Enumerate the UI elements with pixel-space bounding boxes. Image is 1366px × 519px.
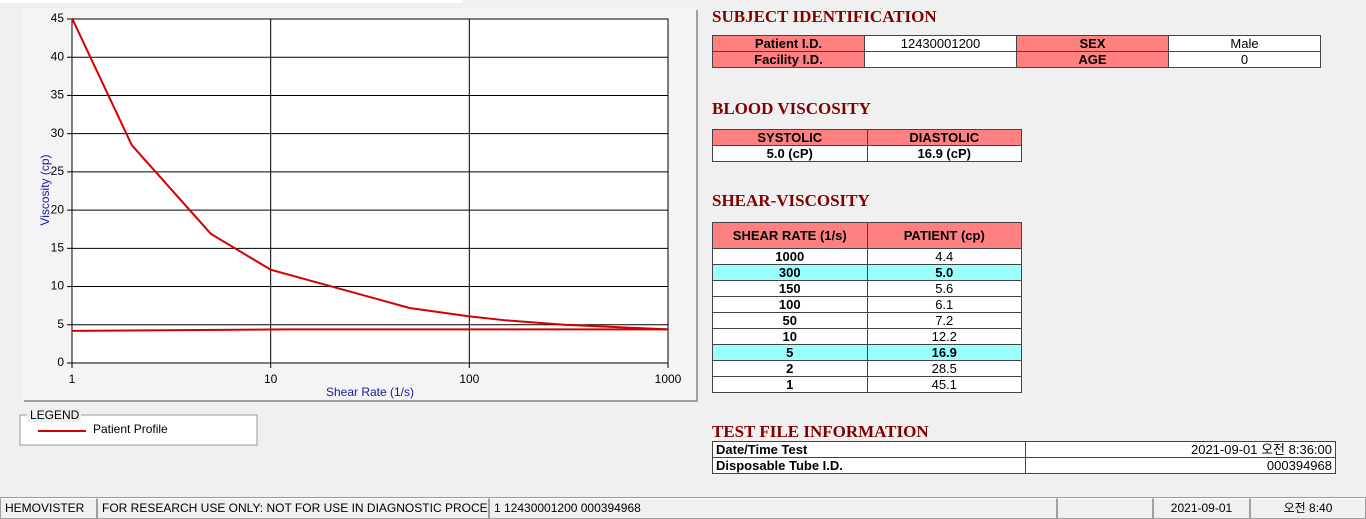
cell-value: 7.2: [866, 312, 1022, 329]
cell-value: 5: [712, 344, 868, 361]
table-row: Facility I.D. AGE 0: [712, 51, 1321, 68]
cell-value: 6.1: [866, 296, 1022, 313]
table-row: Date/Time Test 2021-09-01 오전 8:36:00: [712, 441, 1336, 458]
cell-label: AGE: [1016, 51, 1169, 68]
section-title: SHEAR-VISCOSITY: [712, 191, 870, 210]
table-row: 2 28.5: [712, 360, 1022, 377]
table-row: Disposable Tube I.D. 000394968: [712, 457, 1336, 474]
status-cell: 1 12430001200 000394968: [489, 498, 1057, 519]
cell-value: 50: [712, 312, 868, 329]
status-cell-empty: [1057, 498, 1153, 519]
table-row: SYSTOLIC DIASTOLIC: [712, 129, 1022, 146]
header-cell: DIASTOLIC: [866, 129, 1022, 146]
cell-value: 2021-09-01 오전 8:36:00: [1024, 441, 1336, 458]
top-strip: [0, 0, 462, 3]
cell-value: 000394968: [1024, 457, 1336, 474]
table-row: SHEAR RATE (1/s) PATIENT (cp): [712, 222, 1022, 249]
cell-value: 1: [712, 376, 868, 393]
table-row: 5 16.9: [712, 344, 1022, 361]
status-cell: 2021-09-01: [1153, 498, 1250, 519]
x-tick-label: 10: [264, 372, 278, 386]
cell-value: 5.0: [866, 264, 1022, 281]
cell-value: 1000: [712, 248, 868, 265]
section-title: BLOOD VISCOSITY: [712, 99, 871, 118]
y-tick-label: 10: [51, 279, 65, 293]
shear-viscosity-table: SHEAR RATE (1/s) PATIENT (cp) 1000 4.4 300 5.…: [712, 222, 1022, 393]
cell-value: 100: [712, 296, 868, 313]
y-tick-label: 20: [51, 202, 65, 216]
y-axis-label: Viscosity (cp): [38, 154, 52, 225]
x-tick-label: 100: [459, 372, 479, 386]
y-tick-label: 15: [51, 241, 65, 255]
cell-value: 12430001200: [864, 35, 1017, 52]
cell-value: 2: [712, 360, 868, 377]
cell-value: 28.5: [866, 360, 1022, 377]
y-tick-label: 5: [57, 317, 64, 331]
cell-value: 150: [712, 280, 868, 297]
cell-label: Patient I.D.: [712, 35, 865, 52]
cell-value: 5.0 (cP): [712, 145, 868, 162]
header-cell: SHEAR RATE (1/s): [712, 222, 868, 249]
table-row: Patient I.D. 12430001200 SEX Male: [712, 35, 1321, 52]
section-title: SUBJECT IDENTIFICATION: [712, 7, 937, 26]
cell-label: SEX: [1016, 35, 1169, 52]
cell-label: Date/Time Test: [712, 441, 1026, 458]
cell-label: Disposable Tube I.D.: [712, 457, 1026, 474]
cell-value: [864, 51, 1017, 68]
header-cell: PATIENT (cp): [866, 222, 1022, 249]
x-tick-label: 1: [69, 372, 76, 386]
table-row: 300 5.0: [712, 264, 1022, 281]
table-row: 1 45.1: [712, 376, 1022, 393]
blood-viscosity-table: SYSTOLIC DIASTOLIC 5.0 (cP) 16.9 (cP): [712, 129, 1022, 162]
table-row: 100 6.1: [712, 296, 1022, 313]
cell-value: 5.6: [866, 280, 1022, 297]
y-tick-label: 25: [51, 164, 65, 178]
header-cell: SYSTOLIC: [712, 129, 868, 146]
x-tick-label: 1000: [655, 372, 682, 386]
table-row: 1000 4.4: [712, 248, 1022, 265]
y-tick-label: 45: [51, 11, 65, 25]
legend-title-bg: [27, 408, 81, 422]
cell-value: 12.2: [866, 328, 1022, 345]
cell-value: 10: [712, 328, 868, 345]
y-tick-label: 35: [51, 88, 65, 102]
test-file-table: Date/Time Test 2021-09-01 오전 8:36:00 Dispo…: [712, 441, 1336, 474]
table-row: 5.0 (cP) 16.9 (cP): [712, 145, 1022, 162]
status-cell: FOR RESEARCH USE ONLY: NOT FOR USE IN DI…: [97, 498, 489, 519]
section-title: TEST FILE INFORMATION: [712, 422, 929, 441]
plot-area: [71, 18, 669, 364]
status-cell: 오전 8:40: [1250, 498, 1366, 519]
cell-value: 0: [1168, 51, 1321, 68]
data-line: [71, 17, 669, 331]
cell-value: Male: [1168, 35, 1321, 52]
cell-value: 4.4: [866, 248, 1022, 265]
chart: Shear Rate (1/s) Viscosity (cp) LEGEND 0…: [0, 0, 698, 446]
table-row: 10 12.2: [712, 328, 1022, 345]
table-row: 50 7.2: [712, 312, 1022, 329]
cell-value: 16.9: [866, 344, 1022, 361]
x-axis-label: Shear Rate (1/s): [326, 385, 414, 399]
cell-value: 16.9 (cP): [866, 145, 1022, 162]
cell-value: 300: [712, 264, 868, 281]
subject-table: Patient I.D. 12430001200 SEX Male Facility I…: [712, 35, 1321, 68]
data-line: [71, 328, 668, 332]
legend-title: LEGEND: [30, 408, 80, 422]
table-row: 150 5.6: [712, 280, 1022, 297]
y-tick-label: 40: [51, 49, 65, 63]
y-tick-label: 30: [51, 126, 65, 140]
cell-value: 45.1: [866, 376, 1022, 393]
status-cell: HEMOVISTER: [0, 498, 97, 519]
y-tick-label: 0: [57, 355, 64, 369]
legend-label: Patient Profile: [93, 422, 168, 436]
status-bar: HEMOVISTER FOR RESEARCH USE ONLY: NOT FOR…: [0, 497, 1366, 519]
cell-label: Facility I.D.: [712, 51, 865, 68]
